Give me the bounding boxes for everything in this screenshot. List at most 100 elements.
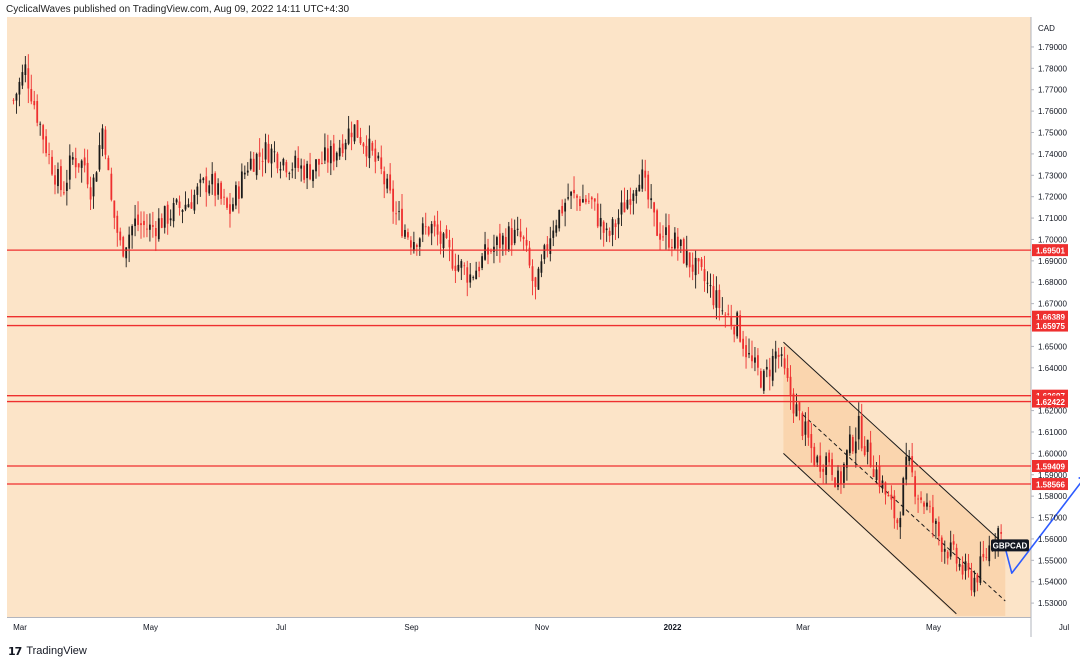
candle-body xyxy=(116,215,119,233)
candle-body xyxy=(448,239,451,248)
candle-body xyxy=(332,143,335,162)
channel-lower-line xyxy=(783,452,957,615)
candle-body xyxy=(362,143,365,147)
candle-body xyxy=(584,198,587,203)
candle-body xyxy=(166,204,169,224)
candle-body xyxy=(902,478,905,516)
price-tick-label: 1.61000 xyxy=(1038,428,1067,437)
candle-body xyxy=(21,72,24,86)
candle-body xyxy=(15,93,18,101)
candle-body xyxy=(751,355,753,362)
candle-body xyxy=(264,142,267,160)
candle-body xyxy=(721,310,724,312)
tradingview-footer[interactable]: 17 TradingView xyxy=(8,642,87,660)
horizontal-levels[interactable]: 1.695011.663891.659751.626971.624221.594… xyxy=(7,244,1068,491)
candle-body xyxy=(691,264,694,272)
time-tick-label: Mar xyxy=(13,623,27,632)
candle-body xyxy=(543,245,546,260)
candle-body xyxy=(344,142,347,150)
price-tick-label: 1.60000 xyxy=(1038,449,1067,458)
candle-body xyxy=(682,239,685,264)
candle-body xyxy=(398,211,400,213)
candle-body xyxy=(647,174,650,200)
candle-body xyxy=(528,247,531,266)
chart-frame[interactable]: 1.695011.663891.659751.626971.624221.594… xyxy=(0,17,1080,637)
candle-body xyxy=(237,186,240,199)
time-tick-label: 2022 xyxy=(664,623,682,632)
candle-body xyxy=(208,185,211,194)
candle-body xyxy=(718,289,721,309)
candle-body xyxy=(134,218,136,227)
candle-body xyxy=(160,218,163,228)
candle-body xyxy=(534,277,537,287)
candle-body xyxy=(982,553,985,558)
candle-body xyxy=(42,125,45,140)
symbol-price-label: GBPCAD xyxy=(991,539,1029,552)
candle-body xyxy=(914,476,917,497)
candle-body xyxy=(958,563,961,567)
candle-body xyxy=(347,128,350,144)
candle-body xyxy=(908,456,911,461)
candle-body xyxy=(513,229,516,244)
candle-body xyxy=(107,157,110,171)
candle-body xyxy=(267,143,270,163)
candle-body xyxy=(792,393,795,414)
candle-body xyxy=(525,239,528,246)
candle-body xyxy=(932,507,934,523)
candle-body xyxy=(154,228,157,237)
candle-body xyxy=(309,164,311,180)
candle-body xyxy=(270,148,273,164)
candle-body xyxy=(872,469,875,478)
candle-body xyxy=(656,210,658,236)
candle-body xyxy=(110,173,113,200)
candle-body xyxy=(816,456,819,463)
candle-body xyxy=(866,439,869,452)
candle-body xyxy=(549,238,552,254)
candle-body xyxy=(854,441,857,454)
candle-body xyxy=(611,219,614,235)
candle-body xyxy=(887,495,890,497)
candle-body xyxy=(498,233,501,249)
candle-body xyxy=(451,249,454,269)
candle-body xyxy=(697,258,700,262)
candle-body xyxy=(582,199,584,203)
candle-body xyxy=(178,201,181,208)
candle-body xyxy=(783,358,786,369)
candle-body xyxy=(282,159,285,166)
candle-body xyxy=(80,160,83,168)
time-axis[interactable]: MarMayJulSepNov2022MarMayJulSepNov2023Ma… xyxy=(13,623,1080,632)
candle-body xyxy=(143,220,145,226)
level-price-label: 1.69501 xyxy=(1036,247,1065,256)
candle-body xyxy=(819,455,822,472)
candle-body xyxy=(665,227,667,236)
candle-body xyxy=(181,209,184,213)
candle-body xyxy=(184,204,187,210)
candle-body xyxy=(368,138,371,159)
candle-body xyxy=(765,366,768,370)
candle-body xyxy=(851,437,854,452)
candle-body xyxy=(460,261,463,268)
time-tick-label: Sep xyxy=(404,623,419,632)
candle-body xyxy=(315,159,317,172)
candle-body xyxy=(596,203,599,227)
candle-body xyxy=(890,494,893,500)
candle-body xyxy=(433,220,436,227)
price-tick-label: 1.54000 xyxy=(1038,578,1067,587)
candle-body xyxy=(768,369,771,377)
candle-body xyxy=(39,123,42,125)
price-chart[interactable]: 1.695011.663891.659751.626971.624221.594… xyxy=(0,17,1080,637)
candle-body xyxy=(733,326,736,335)
candle-body xyxy=(410,240,412,248)
candle-body xyxy=(321,162,323,164)
candle-body xyxy=(101,128,104,149)
candle-body xyxy=(151,225,154,227)
candle-body xyxy=(45,136,47,154)
price-axis[interactable]: 1.79000 1.78000 1.77000 1.76000 1.75000 1.740… xyxy=(1031,43,1067,608)
candle-body xyxy=(973,577,976,593)
candle-body xyxy=(323,147,326,161)
tradingview-brand: TradingView xyxy=(26,645,87,657)
level-price-label: 1.66389 xyxy=(1036,313,1065,322)
candle-body xyxy=(579,199,581,207)
candle-body xyxy=(709,285,712,287)
candle-body xyxy=(754,357,756,363)
